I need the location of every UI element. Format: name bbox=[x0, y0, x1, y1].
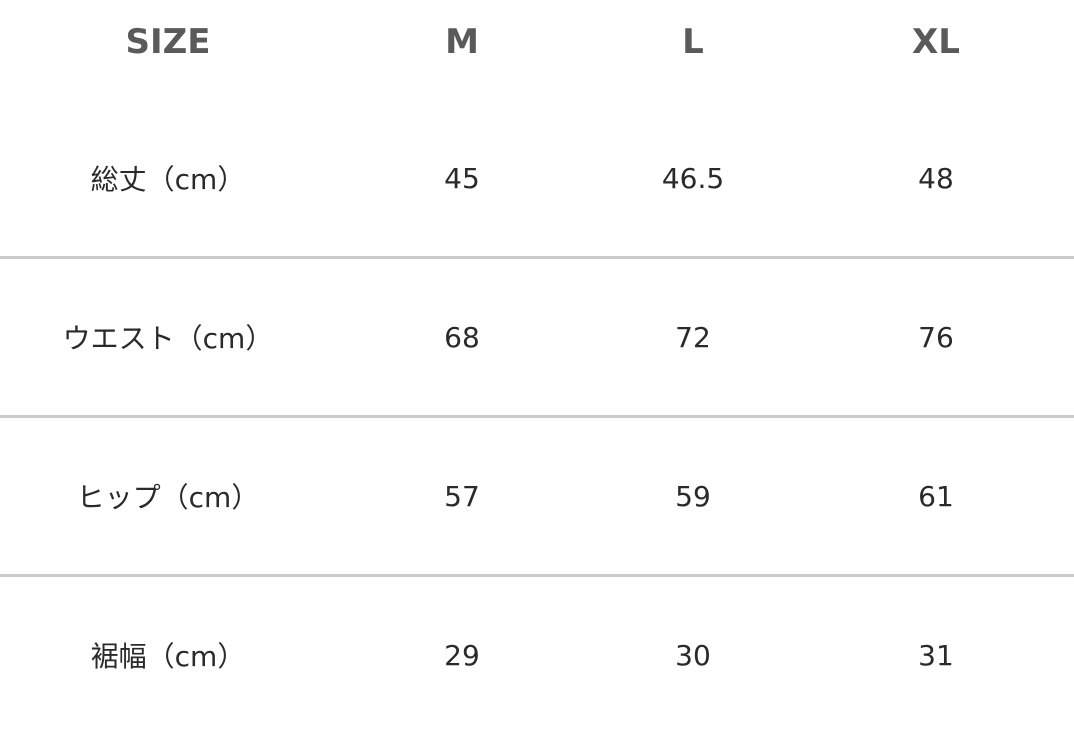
cell-l: 46.5 bbox=[588, 100, 798, 258]
cell-xl: 48 bbox=[798, 100, 1074, 258]
row-label: ヒップ（cm） bbox=[0, 417, 336, 576]
header-xl: XL bbox=[798, 0, 1074, 100]
cell-m: 68 bbox=[336, 258, 588, 417]
row-label: 総丈（cm） bbox=[0, 100, 336, 258]
cell-m: 57 bbox=[336, 417, 588, 576]
row-label: 裾幅（cm） bbox=[0, 576, 336, 733]
header-row: SIZE M L XL bbox=[0, 0, 1074, 100]
cell-m: 45 bbox=[336, 100, 588, 258]
cell-xl: 61 bbox=[798, 417, 1074, 576]
cell-xl: 76 bbox=[798, 258, 1074, 417]
cell-xl: 31 bbox=[798, 576, 1074, 733]
cell-l: 30 bbox=[588, 576, 798, 733]
header-size: SIZE bbox=[0, 0, 336, 100]
header-l: L bbox=[588, 0, 798, 100]
cell-l: 59 bbox=[588, 417, 798, 576]
cell-l: 72 bbox=[588, 258, 798, 417]
cell-m: 29 bbox=[336, 576, 588, 733]
header-m: M bbox=[336, 0, 588, 100]
row-label: ウエスト（cm） bbox=[0, 258, 336, 417]
